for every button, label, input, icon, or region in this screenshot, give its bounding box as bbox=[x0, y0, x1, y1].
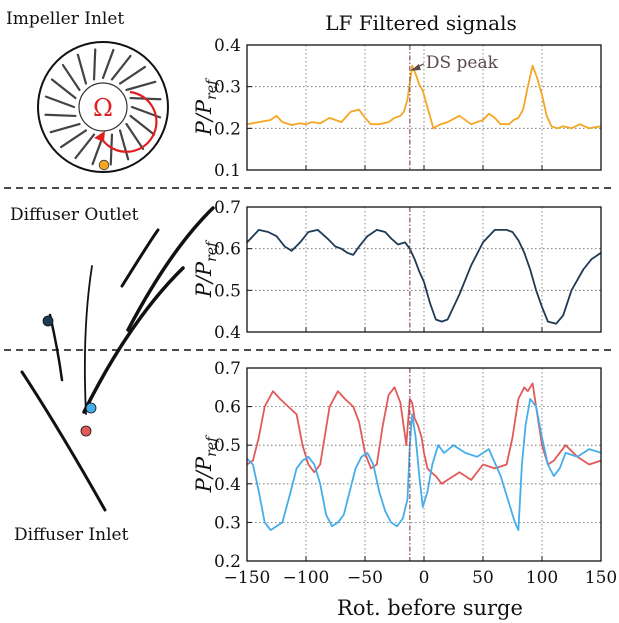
y-tick-label: 0.1 bbox=[214, 161, 241, 181]
probe-diffuser-outlet bbox=[42, 315, 54, 327]
impeller-blade bbox=[118, 129, 130, 161]
series-line-1 bbox=[246, 64, 602, 130]
y-tick-label: 0.4 bbox=[214, 323, 241, 343]
y-tick-label: 0.4 bbox=[214, 475, 241, 495]
x-tick-label: 50 bbox=[472, 568, 494, 588]
y-axis-label: P/Pref bbox=[192, 77, 220, 136]
series-line-1 bbox=[246, 228, 602, 325]
x-tick-label: 150 bbox=[585, 568, 617, 588]
y-axis-label: P/Pref bbox=[192, 239, 220, 298]
impeller-blade bbox=[109, 133, 114, 166]
y-tick-label: 0.2 bbox=[214, 119, 241, 139]
chart-panel-impeller-inlet: 0.1 0.2 0.3 0.4 P/Pref DS peak bbox=[192, 36, 602, 181]
impeller-blade bbox=[44, 113, 77, 118]
axes-frame bbox=[246, 44, 602, 171]
axes-frame bbox=[246, 206, 602, 333]
diffuser-vane-1 bbox=[120, 228, 160, 288]
diffuser-vane-4 bbox=[83, 265, 93, 415]
x-tick-label: −50 bbox=[347, 568, 383, 588]
impeller-diagram: Ω bbox=[37, 41, 169, 173]
x-axis-label: Rot. before surge bbox=[337, 596, 523, 620]
omega-symbol: Ω bbox=[93, 94, 113, 122]
y-tick-label: 0.3 bbox=[214, 513, 241, 533]
probe-impeller-inlet bbox=[98, 159, 110, 171]
impeller-blade bbox=[118, 65, 147, 85]
chart-panel-diffuser-inlet: 0.2 0.3 0.4 0.5 0.6 0.7 −150 −100 −50 0 50 100 150 P/… bbox=[192, 359, 617, 588]
y-tick-label: 0.7 bbox=[214, 198, 241, 218]
impeller-blade bbox=[125, 122, 145, 151]
x-tick-label: 100 bbox=[526, 568, 558, 588]
impeller-blade bbox=[76, 53, 88, 85]
rotation-arrow-head bbox=[94, 131, 105, 142]
impeller-blade bbox=[92, 48, 97, 81]
x-tick-label: −150 bbox=[224, 568, 271, 588]
impeller-blade bbox=[50, 78, 77, 100]
diffuser-vane-3 bbox=[82, 266, 185, 414]
y-tick-label: 0.5 bbox=[214, 281, 241, 301]
diffuser-inlet-label: Diffuser Inlet bbox=[14, 525, 129, 545]
impeller-blade bbox=[101, 48, 115, 80]
impeller-blades bbox=[44, 48, 162, 166]
diffuser-vane-6 bbox=[20, 370, 107, 512]
y-tick-label: 0.2 bbox=[214, 552, 241, 572]
x-tick-label: −100 bbox=[283, 568, 330, 588]
impeller-blade bbox=[110, 54, 132, 81]
diffuser-diagram bbox=[20, 206, 215, 512]
impeller-blade bbox=[44, 95, 76, 109]
y-tick-label: 0.3 bbox=[214, 78, 241, 98]
diffuser-vane-2 bbox=[126, 206, 215, 332]
annotation-arrow-head bbox=[410, 63, 421, 71]
impeller-blade bbox=[49, 122, 81, 134]
impeller-blade bbox=[74, 133, 96, 160]
y-tick-label: 0.7 bbox=[214, 359, 241, 379]
impeller-blade bbox=[129, 114, 156, 136]
y-tick-label: 0.6 bbox=[214, 398, 241, 418]
impeller-blade bbox=[61, 63, 81, 92]
y-tick-label: 0.5 bbox=[214, 436, 241, 456]
impeller-inlet-label: Impeller Inlet bbox=[6, 9, 124, 29]
impeller-outer-ring bbox=[37, 41, 169, 173]
y-tick-label: 0.4 bbox=[214, 36, 241, 56]
y-axis-label: P/Pref bbox=[192, 434, 220, 493]
annotation-ds-peak: DS peak bbox=[426, 53, 499, 73]
impeller-hub bbox=[78, 82, 128, 132]
impeller-blade bbox=[125, 80, 157, 92]
rotation-arrow bbox=[99, 90, 158, 153]
probe-diffuser-inlet-blue bbox=[85, 402, 97, 414]
chart-panel-diffuser-outlet: 0.4 0.5 0.6 0.7 P/Pref bbox=[192, 198, 602, 343]
impeller-blade bbox=[59, 129, 88, 149]
x-tick-label: 0 bbox=[419, 568, 430, 588]
series-line-1 bbox=[246, 382, 602, 485]
probe-diffuser-inlet-red bbox=[80, 425, 92, 437]
diffuser-outlet-label: Diffuser Outlet bbox=[10, 205, 139, 225]
y-tick-label: 0.6 bbox=[214, 240, 241, 260]
figure-title: LF Filtered signals bbox=[325, 11, 517, 35]
